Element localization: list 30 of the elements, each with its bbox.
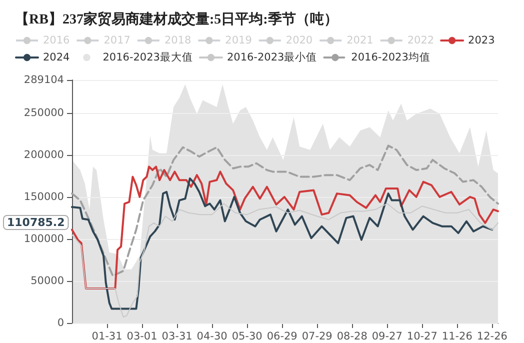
x-tick-label: 01-31	[92, 330, 122, 342]
text: 110785.2	[7, 216, 65, 229]
x-tick-label: 05-30	[232, 330, 262, 342]
x-tick-label: 06-29	[266, 330, 298, 342]
x-tick-label: 07-29	[302, 330, 332, 342]
line-series	[71, 144, 499, 277]
y-tick-label: 0	[57, 317, 64, 329]
x-tick-label: 10-27	[406, 330, 438, 342]
x-tick-label: 11-26	[442, 330, 473, 342]
x-tick-label: 08-28	[336, 330, 368, 342]
x-tick-label: 09-27	[372, 330, 402, 342]
line-series	[71, 177, 494, 310]
legend-label: 2023	[468, 34, 495, 46]
chart-title: 【RB】237家贸易商建材成交量:5日平均:季节（吨）	[15, 10, 338, 28]
y-tick-label: 200000	[24, 148, 64, 161]
x-tick-label: 03-31	[162, 330, 192, 342]
y-tick-label: 50000	[30, 274, 64, 287]
legend-label: 2024	[43, 52, 70, 64]
legend-label: 2016-2023最大值	[102, 50, 193, 64]
line-series	[72, 203, 498, 318]
x-tick-label: 03-01	[126, 330, 158, 342]
line-series	[71, 166, 499, 290]
x-tick-label: 04-30	[196, 330, 228, 342]
legend-label: 2016-2023最小值	[226, 50, 318, 64]
y-tick-label: 250000	[24, 106, 64, 119]
y-tick-label: 100000	[24, 232, 64, 245]
y-tick-label: 150000	[24, 190, 64, 203]
y-tick-label: 289104	[24, 74, 64, 86]
x-tick-label: 12-26	[476, 330, 508, 342]
legend-label: 2016-2023均值	[351, 52, 430, 64]
